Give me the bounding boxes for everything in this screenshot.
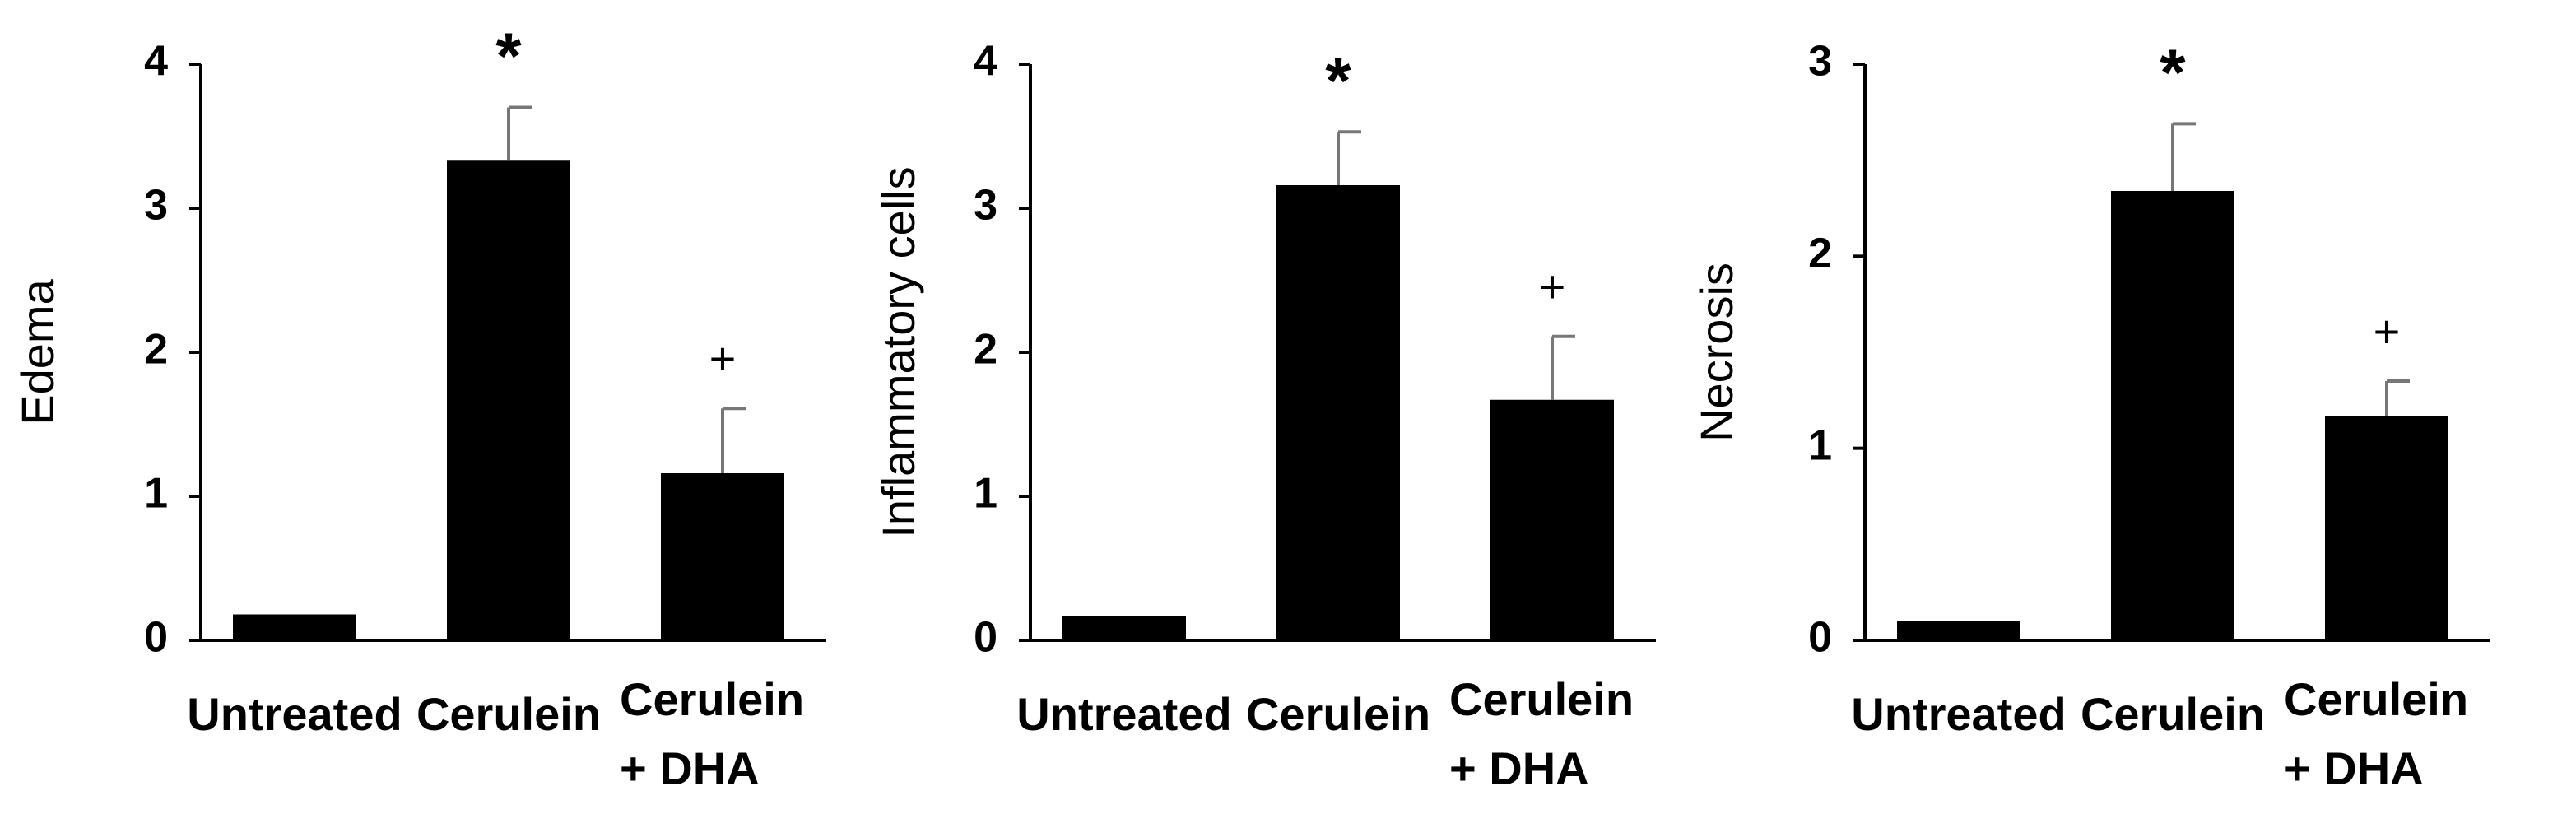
bar bbox=[661, 473, 784, 640]
y-tick-label: 0 bbox=[144, 614, 168, 662]
y-tick-label: 2 bbox=[144, 326, 168, 374]
significance-mark: + bbox=[1539, 261, 1566, 313]
bar bbox=[233, 614, 356, 640]
bar bbox=[2325, 416, 2448, 640]
bar bbox=[447, 160, 570, 640]
bar bbox=[1062, 616, 1186, 640]
x-tick-label: Untreated bbox=[187, 688, 402, 740]
y-tick-label: 4 bbox=[974, 38, 997, 86]
y-tick-label: 1 bbox=[974, 470, 997, 518]
x-tick-label: Cerulein + DHA bbox=[1449, 673, 1634, 794]
significance-mark: * bbox=[1325, 44, 1351, 117]
y-tick-label: 3 bbox=[144, 182, 168, 230]
x-tick-label: Cerulein bbox=[2080, 688, 2266, 740]
significance-mark: * bbox=[2160, 35, 2186, 109]
y-tick-label: 0 bbox=[974, 614, 997, 662]
bar bbox=[2111, 191, 2234, 640]
x-tick-label: Untreated bbox=[1016, 688, 1232, 740]
y-axis-label: Inflammatory cells bbox=[872, 166, 924, 537]
bar bbox=[1276, 185, 1400, 640]
x-tick-label: Untreated bbox=[1851, 688, 2067, 740]
x-tick-label: Cerulein bbox=[1245, 688, 1431, 740]
y-axis-label: Edema bbox=[12, 278, 63, 425]
x-tick-label: Cerulein + DHA bbox=[620, 673, 805, 794]
y-tick-label: 4 bbox=[144, 38, 168, 86]
y-tick-label: 2 bbox=[974, 326, 997, 374]
y-tick-label: 2 bbox=[1808, 230, 1832, 277]
y-tick-label: 1 bbox=[144, 470, 168, 518]
bar bbox=[1897, 621, 2020, 640]
significance-mark: + bbox=[709, 333, 737, 384]
y-tick-label: 3 bbox=[1808, 38, 1832, 86]
significance-mark: + bbox=[2374, 305, 2401, 357]
y-tick-label: 1 bbox=[1808, 421, 1832, 469]
significance-mark: * bbox=[495, 20, 522, 93]
bar bbox=[1490, 399, 1614, 640]
x-tick-label: Cerulein + DHA bbox=[2284, 673, 2469, 794]
y-tick-label: 0 bbox=[1808, 614, 1832, 662]
y-axis-label: Necrosis bbox=[1690, 263, 1742, 442]
x-tick-label: Cerulein bbox=[416, 688, 602, 740]
y-tick-label: 3 bbox=[974, 182, 997, 230]
